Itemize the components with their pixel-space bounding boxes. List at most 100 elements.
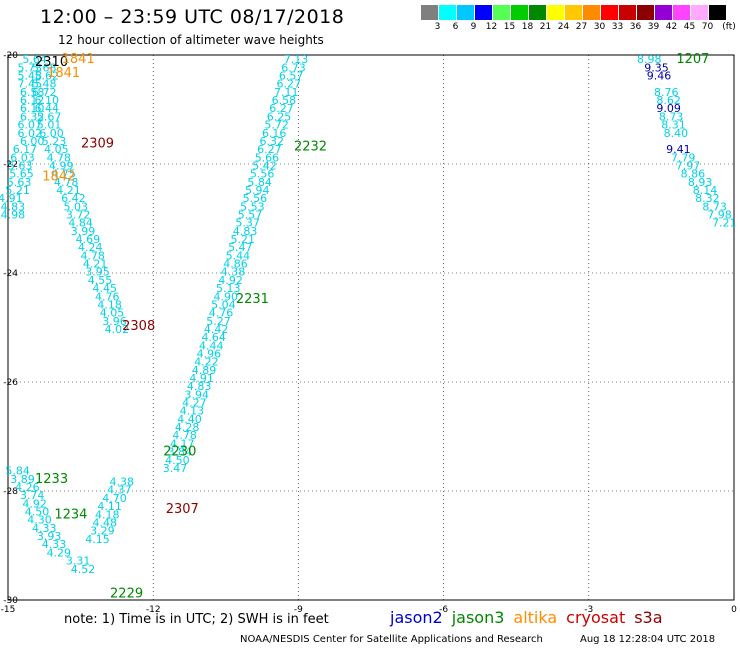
credit-line: NOAA/NESDIS Center for Satellite Applica… [240, 634, 543, 645]
swh-value: 6.44 [34, 102, 59, 115]
swh-value: 4.76 [209, 307, 234, 320]
mission-legend: jason2 jason3 altika cryosat s3a [390, 608, 672, 627]
swh-value: 7.97 [676, 159, 701, 172]
pass-time-label: 2232 [294, 139, 327, 154]
swh-value: 6.32 [260, 135, 285, 148]
scale-label: 36 [629, 22, 642, 32]
swh-value: 7.98 [707, 209, 732, 222]
swh-value: 4.84 [68, 217, 93, 230]
swh-value: 5.57 [238, 209, 263, 222]
swh-value: 4.96 [197, 347, 222, 360]
swh-value: 5.48 [32, 78, 57, 91]
swh-value: 5.56 [243, 192, 268, 205]
swh-value: 4.78 [54, 176, 79, 189]
swh-value: 4.33 [32, 522, 57, 535]
swh-value: 8.14 [693, 184, 718, 197]
swh-value: 4.11 [97, 500, 122, 513]
swh-value: 3.74 [20, 489, 45, 502]
swh-value: 6.12 [20, 94, 45, 107]
swh-value: 4.21 [56, 184, 81, 197]
swh-value: 4.21 [83, 258, 108, 271]
swh-value: 4.64 [201, 331, 226, 344]
swh-value: 4.15 [85, 533, 110, 546]
swh-value: 9.35 [644, 61, 669, 74]
scale-label: 27 [575, 22, 588, 32]
swh-value: 5.03 [64, 200, 89, 213]
swh-value: 6.27 [276, 78, 301, 91]
lat-tick-label: -28 [3, 487, 18, 497]
scale-swatch [691, 5, 708, 20]
swh-value: 4.37 [107, 484, 132, 497]
scale-label: 70 [701, 22, 714, 32]
swh-value: 6.32 [20, 110, 45, 123]
swh-value: 9.09 [656, 102, 681, 115]
swh-value: 6.17 [13, 143, 38, 156]
swh-value: 4.90 [214, 290, 239, 303]
swh-value: 3.29 [90, 525, 115, 538]
swh-value: 6.10 [20, 102, 45, 115]
swh-value: 5.66 [255, 151, 280, 164]
swh-value: 4.17 [170, 437, 195, 450]
lon-tick-label: -9 [294, 605, 303, 615]
swh-value: 5.73 [18, 61, 43, 74]
pass-time-label: 1841 [62, 52, 95, 67]
swh-value: 6.25 [267, 110, 292, 123]
swh-value: 4.27 [182, 397, 207, 410]
swh-value: 4.75 [51, 168, 76, 181]
swh-value: 6.16 [262, 127, 287, 140]
swh-value: 5.01 [37, 119, 62, 132]
swh-value: 4.78 [172, 429, 197, 442]
swh-value: 9.46 [647, 70, 672, 83]
footnote: note: 1) Time is in UTC; 2) SWH is in fe… [64, 612, 329, 627]
swh-value: 5.47 [228, 241, 253, 254]
swh-value: 4.86 [223, 258, 248, 271]
swh-value: 4.22 [194, 356, 219, 369]
scale-swatch [547, 5, 564, 20]
swh-value: 3.94 [185, 388, 210, 401]
swh-value: 7.45 [18, 78, 43, 91]
swh-value: 8.98 [637, 53, 662, 66]
swh-value: 6.07 [18, 119, 43, 132]
swh-value: 3.31 [66, 555, 91, 568]
swh-value: 5.67 [37, 110, 62, 123]
scale-swatch [493, 5, 510, 20]
swh-value: 6.73 [281, 61, 306, 74]
swh-value: 8.31 [661, 119, 686, 132]
swh-value: 6.00 [20, 135, 45, 148]
swh-value: 4.98 [1, 209, 26, 222]
swh-value: 5.13 [216, 282, 241, 295]
swh-value: 6.58 [20, 86, 45, 99]
swh-value: 3.89 [10, 473, 35, 486]
swh-value: 4.48 [93, 516, 118, 529]
swh-value: 4.18 [95, 508, 120, 521]
swh-value: 3.99 [71, 225, 96, 238]
scale-label: 6 [452, 22, 459, 32]
swh-value: 6.10 [34, 94, 59, 107]
pass-time-label: 2308 [122, 319, 155, 334]
swh-value: 9.41 [666, 143, 691, 156]
swh-value: 6.27 [269, 102, 294, 115]
swh-value: 4.30 [27, 514, 52, 527]
scale-swatch [619, 5, 636, 20]
swh-value: 4.99 [49, 159, 74, 172]
swh-value: 5.84 [5, 465, 30, 478]
pass-time-label: 2310 [35, 55, 68, 70]
scale-swatch [583, 5, 600, 20]
swh-value: 8.93 [688, 176, 713, 189]
swh-value: 4.91 [0, 192, 23, 205]
scale-label: 9 [470, 22, 477, 32]
lat-tick-label: -22 [3, 160, 18, 170]
scale-swatch [439, 5, 456, 20]
pass-time-label: 1233 [35, 472, 68, 487]
scale-swatch [511, 5, 528, 20]
swh-value: 5.62 [34, 70, 59, 83]
swh-value: 8.76 [654, 86, 679, 99]
swh-value: 3.47 [163, 462, 188, 475]
lat-tick-label: -26 [3, 378, 18, 388]
swh-value: 5.42 [252, 159, 277, 172]
swh-value: 5.53 [240, 200, 265, 213]
swh-value: 7.13 [284, 53, 309, 66]
scale-swatch [673, 5, 690, 20]
swh-value: 5.37 [235, 217, 260, 230]
pass-time-label: 1234 [54, 507, 87, 522]
